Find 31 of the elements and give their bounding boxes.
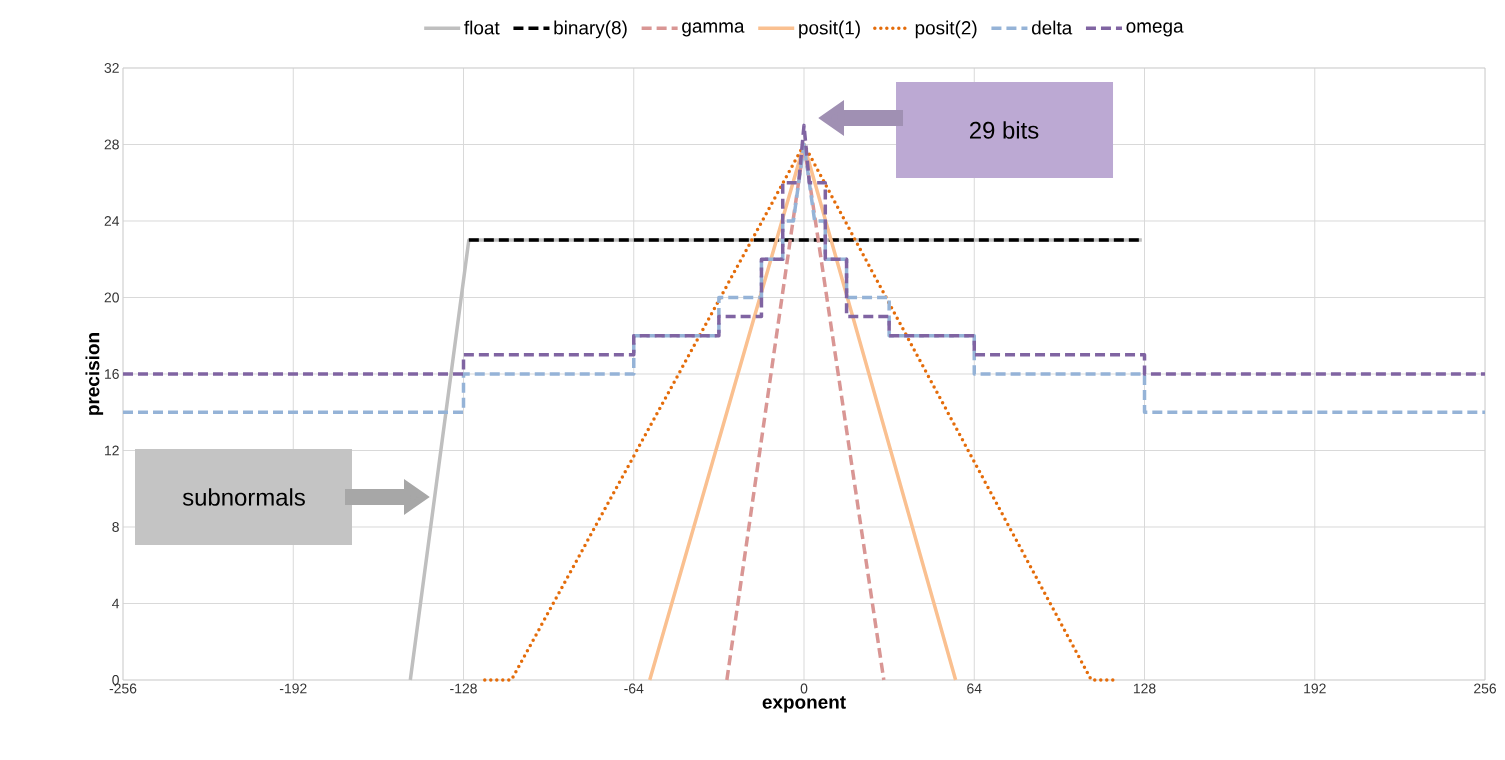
legend-label: binary(8)	[554, 20, 627, 39]
y-tick-label: 8	[112, 522, 119, 532]
y-tick-label: 4	[112, 598, 120, 609]
y-tick-label: 0	[112, 675, 119, 685]
x-tick-label: -256	[109, 683, 137, 694]
x-tick-label: -64	[624, 683, 644, 694]
legend-label: posit(1)	[799, 20, 860, 39]
y-tick-label: 24	[104, 216, 120, 226]
annotation: subnormals	[182, 488, 305, 506]
y-axis-title: precision	[85, 333, 104, 415]
line-series	[121, 142, 1487, 414]
legend-label: gamma	[682, 22, 745, 37]
legend-label: omega	[1126, 22, 1184, 37]
legend-label: float	[464, 20, 500, 35]
y-tick-label: 20	[104, 292, 119, 303]
line-series	[121, 123, 1487, 376]
legend-label: posit(2)	[915, 20, 977, 39]
y-tick-label: 32	[104, 63, 119, 73]
y-tick-label: 16	[105, 369, 119, 379]
x-tick-label: 192	[1304, 683, 1326, 694]
annotation: 29 bits	[969, 121, 1039, 139]
x-tick-label: 128	[1133, 683, 1156, 694]
x-axis-title: exponent	[762, 696, 846, 713]
y-tick-label: 28	[104, 139, 119, 150]
x-tick-label: -128	[450, 683, 477, 694]
x-tick-label: 256	[1474, 683, 1497, 694]
y-tick-label: 12	[105, 445, 119, 456]
x-tick-label: -192	[279, 683, 307, 694]
legend-label: delta	[1031, 20, 1073, 35]
x-tick-label: 0	[800, 683, 808, 694]
x-tick-label: 64	[967, 683, 982, 694]
